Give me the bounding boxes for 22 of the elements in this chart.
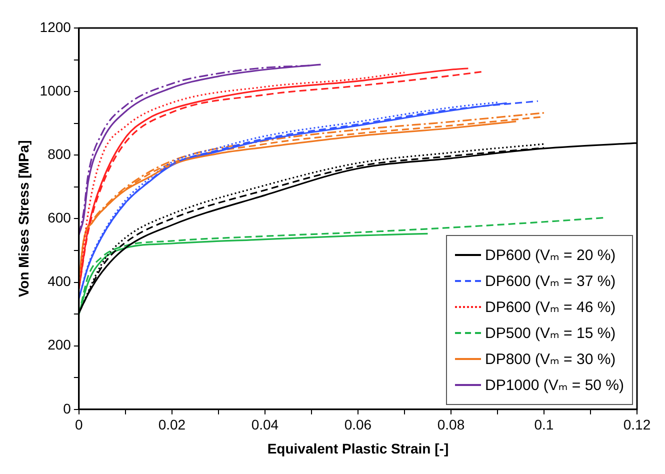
y-tick-label: 0: [63, 400, 72, 416]
y-tick-label: 400: [48, 273, 72, 290]
x-tick-label: 0.02: [158, 416, 186, 433]
x-tick-label: 0.1: [534, 416, 554, 433]
legend-label: DP600 (Vₘ = 20 %): [485, 246, 616, 264]
y-tick-label: 1000: [40, 82, 72, 98]
x-tick-label: 0.12: [623, 416, 651, 433]
y-tick-label: 1200: [40, 18, 72, 35]
legend-label: DP1000 (Vₘ = 50 %): [485, 376, 624, 394]
legend-label: DP600 (Vₘ = 37 %): [485, 272, 616, 290]
y-tick-label: 800: [48, 146, 72, 162]
y-axis-title: Von Mises Stress [MPa]: [15, 140, 32, 298]
x-axis-title: Equivalent Plastic Strain [-]: [267, 440, 449, 456]
y-tick-label: 600: [48, 210, 72, 226]
x-tick-label: 0.06: [344, 416, 372, 433]
legend-label: DP600 (Vₘ = 46 %): [485, 298, 616, 316]
x-tick-label: 0.04: [251, 416, 279, 433]
y-tick-label: 200: [48, 336, 72, 353]
x-tick-label: 0: [75, 416, 84, 433]
legend-label: DP500 (Vₘ = 15 %): [485, 324, 616, 342]
legend-label: DP800 (Vₘ = 30 %): [485, 350, 616, 368]
x-tick-label: 0.08: [437, 416, 465, 433]
